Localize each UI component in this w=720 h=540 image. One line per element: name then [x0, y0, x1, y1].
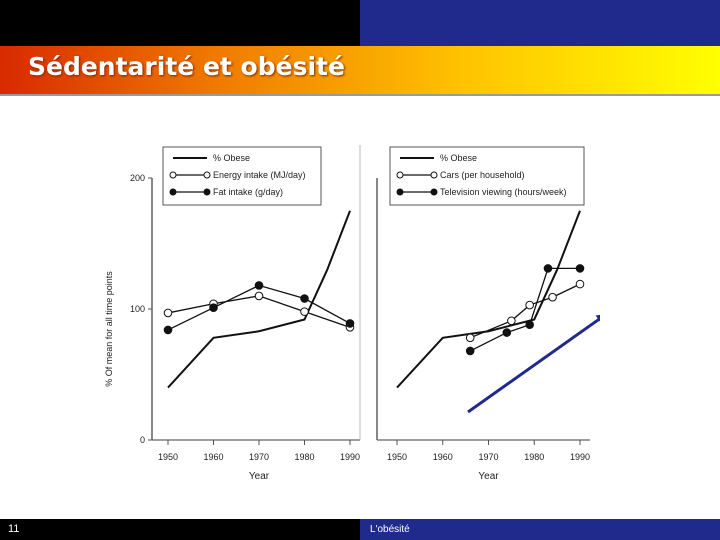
- data-point: [502, 328, 512, 337]
- data-point: [548, 292, 557, 302]
- data-point: [163, 325, 173, 335]
- legend-box: [389, 146, 585, 206]
- data-point: [575, 279, 585, 289]
- y-axis-label: % Of mean for all time points: [104, 271, 114, 387]
- data-point: [507, 316, 516, 326]
- panel-left: 1950 1960 1970 1980 1990 Year 0 100 200 % Of mean…: [104, 145, 361, 482]
- data-point: [254, 281, 264, 290]
- series-line: [167, 295, 351, 328]
- data-point: [465, 346, 475, 356]
- title-band: [0, 46, 720, 96]
- footer-bar-left: [0, 519, 360, 540]
- series-line: [469, 283, 581, 339]
- x-tick-label: 1980: [294, 452, 314, 462]
- legend-marker: [396, 188, 404, 196]
- legend-marker: [203, 171, 211, 179]
- x-tick-label: 1960: [203, 452, 223, 462]
- x-axis-label: Year: [249, 471, 270, 482]
- figure: 1950 1960 1970 1980 1990 Year 0 100 200 % Of mean…: [100, 140, 607, 490]
- data-point: [300, 307, 309, 316]
- chart-svg: 1950 1960 1970 1980 1990 Year 0 100 200 % Of mean…: [104, 145, 607, 482]
- data-point: [345, 319, 355, 328]
- legend-label: % Obese: [213, 153, 250, 163]
- x-tick-label: 1950: [387, 452, 407, 462]
- x-tick-label: 1970: [478, 452, 498, 462]
- trend-arrow: [467, 313, 607, 414]
- footer-bar-right: [360, 519, 720, 540]
- data-point: [543, 264, 553, 273]
- legend-label: % Obese: [440, 153, 477, 163]
- y-tick-label: 100: [130, 304, 145, 314]
- legend-marker: [430, 171, 438, 179]
- data-point: [163, 308, 173, 318]
- y-tick-label: 200: [130, 173, 145, 183]
- top-bar-right: [360, 0, 720, 46]
- data-point: [575, 264, 585, 273]
- x-tick-label: 1950: [158, 452, 178, 462]
- data-point: [525, 300, 534, 310]
- legend-marker: [169, 188, 177, 196]
- series-line: [396, 210, 581, 389]
- top-bar-left: [0, 0, 360, 46]
- y-tick-label: 0: [140, 435, 145, 445]
- legend-marker: [169, 171, 177, 179]
- legend-marker: [396, 171, 404, 179]
- data-point: [465, 333, 475, 343]
- x-tick-label: 1970: [249, 452, 269, 462]
- x-tick-label: 1990: [570, 452, 590, 462]
- legend-label: Fat intake (g/day): [213, 187, 283, 197]
- data-point: [209, 303, 218, 312]
- legend-marker: [430, 188, 438, 196]
- data-point: [254, 291, 264, 301]
- panel-right: 1950 1960 1970 1980 1990 Year % Obese Cars (per…: [376, 146, 590, 482]
- data-point: [525, 320, 534, 330]
- legend-box: [162, 146, 322, 206]
- x-tick-label: 1990: [340, 452, 360, 462]
- footer-text: L'obésité: [370, 524, 410, 535]
- page-number: 11: [8, 523, 20, 535]
- series-line: [167, 210, 351, 389]
- x-tick-label: 1980: [524, 452, 544, 462]
- x-tick-label: 1960: [433, 452, 453, 462]
- legend-marker: [203, 188, 211, 196]
- legend-label: Energy intake (MJ/day): [213, 170, 306, 180]
- data-point: [300, 294, 309, 303]
- legend-label: Cars (per household): [440, 170, 525, 180]
- x-axis-label: Year: [478, 471, 499, 482]
- legend-label: Television viewing (hours/week): [440, 187, 567, 197]
- slide-title: Sédentarité et obésité: [28, 52, 345, 81]
